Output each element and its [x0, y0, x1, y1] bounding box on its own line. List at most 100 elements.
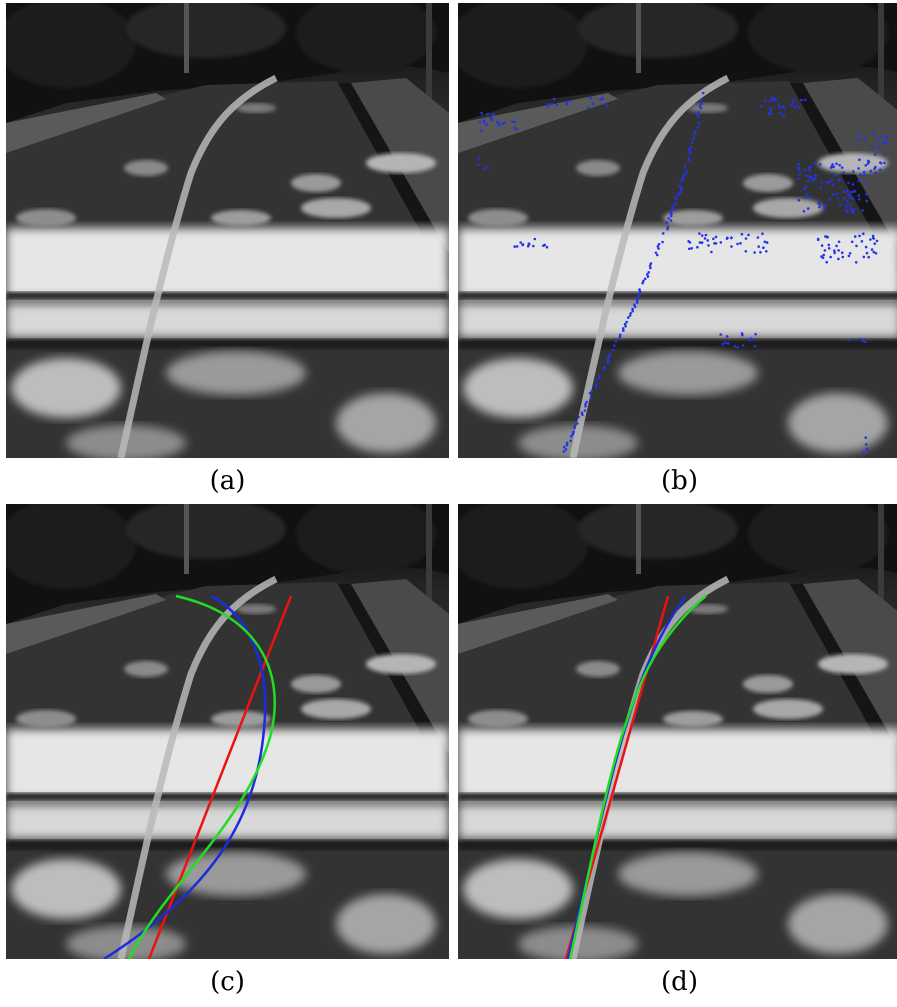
detected-point [857, 198, 861, 201]
detected-point [748, 338, 751, 342]
detected-point [761, 232, 764, 235]
detected-point [672, 204, 675, 207]
detected-point [565, 441, 569, 445]
detected-point [800, 98, 803, 102]
detected-point [814, 173, 817, 177]
detected-point [820, 181, 824, 184]
detected-point [733, 344, 737, 348]
detected-point [513, 126, 517, 130]
detected-point [829, 255, 832, 259]
detected-point [581, 413, 584, 417]
detected-point [857, 194, 861, 197]
detected-point [584, 404, 587, 408]
detected-point [657, 242, 661, 246]
detected-point [589, 396, 593, 399]
detected-point [874, 252, 878, 255]
detected-point [852, 170, 855, 173]
detected-point [849, 203, 852, 207]
detected-point [865, 192, 868, 196]
detected-point [736, 242, 739, 246]
detected-point [830, 165, 834, 168]
detected-point [641, 281, 644, 285]
detected-point [817, 202, 820, 205]
detected-point [700, 102, 703, 106]
detected-point [698, 241, 702, 244]
detected-point [700, 234, 704, 237]
detected-point [669, 214, 673, 218]
detected-point [753, 344, 757, 348]
detected-point [669, 219, 673, 222]
detected-point [595, 385, 598, 389]
detected-point [533, 237, 537, 241]
detected-point [674, 197, 678, 201]
detected-point [837, 240, 841, 244]
detected-point [806, 207, 810, 210]
detected-point [631, 309, 634, 313]
detected-point [849, 196, 852, 199]
detected-point [760, 104, 763, 108]
caption-c: (c) [210, 967, 245, 997]
detected-point [649, 266, 652, 270]
detected-point [606, 359, 610, 363]
detected-point [863, 181, 867, 185]
detected-point [838, 178, 841, 181]
detected-point [657, 247, 660, 250]
detected-point [863, 173, 866, 177]
detected-point [865, 199, 869, 203]
detected-point [569, 439, 572, 443]
detected-point [562, 450, 566, 453]
caption-d: (d) [661, 967, 698, 997]
detected-point [654, 251, 658, 255]
detected-point [490, 118, 494, 122]
detected-point [647, 271, 650, 274]
detected-points [476, 91, 889, 455]
detected-point [725, 335, 729, 338]
detected-point [827, 180, 831, 184]
detected-point [656, 245, 660, 248]
detected-point [833, 249, 836, 252]
detected-point [757, 245, 760, 248]
detected-point [883, 161, 886, 165]
fit-line-red [147, 595, 293, 959]
road-image-c [6, 504, 449, 959]
detected-point [808, 166, 811, 169]
detected-point [692, 132, 696, 136]
detected-point [835, 244, 838, 248]
detected-point [870, 248, 874, 251]
detected-point [853, 235, 857, 238]
detected-point [842, 190, 846, 194]
detected-point [754, 333, 757, 336]
detected-point [870, 146, 874, 149]
detected-point [687, 247, 691, 251]
detected-point [513, 245, 516, 248]
detected-point [697, 111, 700, 114]
detected-point [765, 241, 769, 244]
detected-point [648, 264, 652, 268]
detected-point [485, 123, 488, 126]
detected-point [862, 170, 866, 174]
detected-point [875, 239, 879, 243]
detected-point [840, 166, 844, 169]
panel-a-original-image [6, 3, 449, 458]
detected-point [869, 238, 872, 241]
detected-point [573, 424, 577, 427]
detected-point [622, 329, 625, 332]
detected-point [696, 126, 700, 129]
detected-point [847, 338, 850, 342]
detected-point [719, 333, 722, 336]
detected-point [661, 232, 665, 235]
detected-point [873, 242, 876, 245]
detected-point [739, 242, 742, 245]
detected-point [621, 327, 625, 330]
detected-point [670, 206, 674, 209]
detected-point [861, 451, 865, 455]
detected-point [783, 107, 786, 110]
detected-point [865, 251, 869, 255]
detected-point [858, 337, 862, 341]
detected-point [747, 233, 750, 237]
detected-point [679, 186, 683, 190]
detected-point [859, 173, 862, 176]
detected-point [602, 368, 606, 371]
detected-point [872, 250, 876, 254]
detected-point [545, 245, 549, 249]
